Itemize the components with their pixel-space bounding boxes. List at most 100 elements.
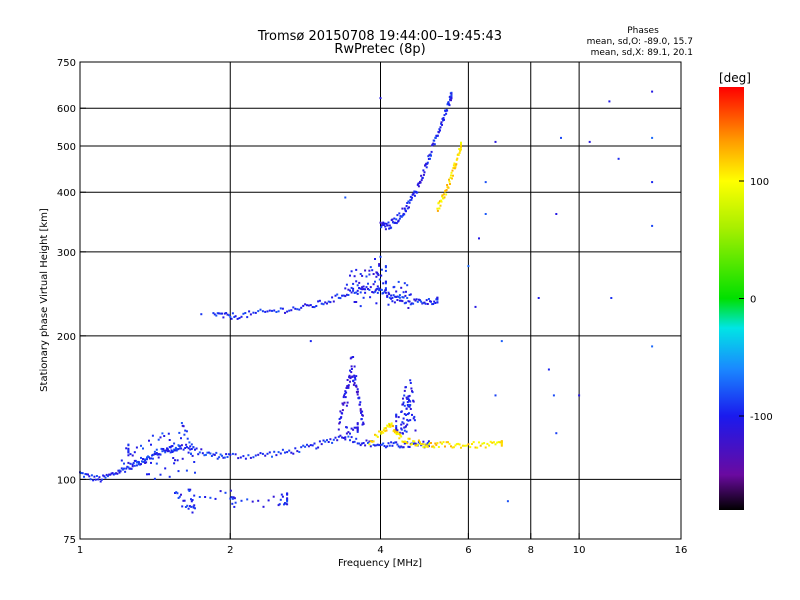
echo-point (302, 444, 305, 447)
echo-point (313, 442, 316, 445)
echo-point (492, 441, 495, 444)
echo-point (341, 402, 344, 405)
echo-point (427, 155, 430, 158)
echo-point (182, 448, 185, 451)
echo-point (327, 300, 330, 303)
echo-point (427, 298, 430, 300)
echo-point (174, 447, 177, 450)
echo-point (179, 447, 182, 450)
echo-point (500, 340, 503, 343)
echo-point (198, 496, 201, 498)
echo-point (354, 378, 357, 381)
echo-point (367, 442, 369, 444)
echo-point (407, 200, 410, 203)
echo-point (350, 427, 353, 430)
echo-point (412, 417, 415, 420)
echo-point (389, 425, 392, 428)
echo-point (150, 457, 152, 460)
echo-point (177, 448, 180, 451)
echo-point (176, 459, 179, 462)
echo-point (225, 453, 228, 456)
echo-point (123, 462, 125, 465)
echo-point (446, 184, 449, 186)
x-tick-label: 16 (675, 545, 688, 556)
echo-point (479, 444, 482, 447)
echo-point (355, 426, 358, 429)
echo-point (355, 268, 358, 271)
echo-point (85, 473, 88, 476)
echo-point (405, 407, 408, 410)
echo-point (296, 450, 299, 453)
x-axis-label: Frequency [MHz] (338, 558, 422, 569)
echo-point (189, 448, 192, 451)
echo-point (284, 311, 286, 314)
echo-point (390, 226, 393, 229)
echo-point (183, 499, 186, 502)
echo-point (353, 275, 356, 278)
echo-point (395, 222, 398, 225)
echo-point (347, 288, 350, 291)
echo-point (356, 393, 359, 396)
echo-point (427, 441, 430, 444)
echo-point (461, 444, 464, 447)
echo-point (506, 500, 509, 503)
echo-point (379, 97, 382, 100)
echo-point (396, 214, 399, 217)
echo-point (120, 467, 123, 470)
echo-point (369, 286, 372, 289)
echo-point (182, 499, 185, 502)
echo-point (430, 442, 432, 444)
echo-point (388, 293, 391, 296)
echo-point (450, 171, 453, 174)
echo-point (192, 505, 195, 508)
echo-point (402, 446, 405, 449)
echo-point (385, 222, 388, 225)
echo-point (378, 289, 381, 292)
echo-point (279, 498, 282, 501)
echo-point (425, 162, 428, 165)
echo-point (288, 449, 291, 452)
echo-point (398, 433, 401, 436)
echo-point (190, 448, 193, 450)
echo-point (249, 456, 252, 459)
echo-point (203, 454, 206, 457)
echo-point (163, 449, 166, 452)
echo-point (137, 461, 140, 464)
echo-point (448, 178, 450, 181)
echo-point (354, 376, 356, 379)
echo-point (371, 440, 374, 443)
echo-point (261, 452, 264, 455)
echo-point (469, 446, 472, 449)
echo-point (192, 446, 195, 449)
echo-point (383, 427, 386, 430)
echo-point (353, 365, 356, 368)
echo-point (150, 443, 152, 446)
echo-point (384, 266, 387, 269)
echo-point (268, 451, 271, 454)
echo-point (409, 404, 412, 406)
echo-point (484, 213, 487, 215)
echo-point (353, 301, 356, 303)
echo-point (397, 219, 400, 222)
echo-point (229, 489, 232, 492)
echo-point (374, 289, 377, 292)
echo-point (547, 368, 550, 371)
echo-point (284, 502, 286, 505)
echo-point (388, 422, 391, 425)
echo-point (395, 420, 398, 423)
echo-point (257, 453, 260, 456)
echo-point (155, 448, 158, 451)
echo-point (244, 312, 247, 314)
echo-point (356, 423, 359, 426)
echo-point (422, 440, 425, 443)
echo-point (436, 207, 439, 210)
echo-point (248, 310, 251, 313)
echo-point (401, 296, 404, 299)
echo-point (651, 90, 654, 93)
echo-point (436, 298, 439, 301)
echo-point (391, 444, 394, 447)
echo-point (499, 441, 502, 444)
echo-point (286, 492, 289, 495)
echo-point (115, 472, 118, 475)
echo-point (359, 287, 362, 290)
